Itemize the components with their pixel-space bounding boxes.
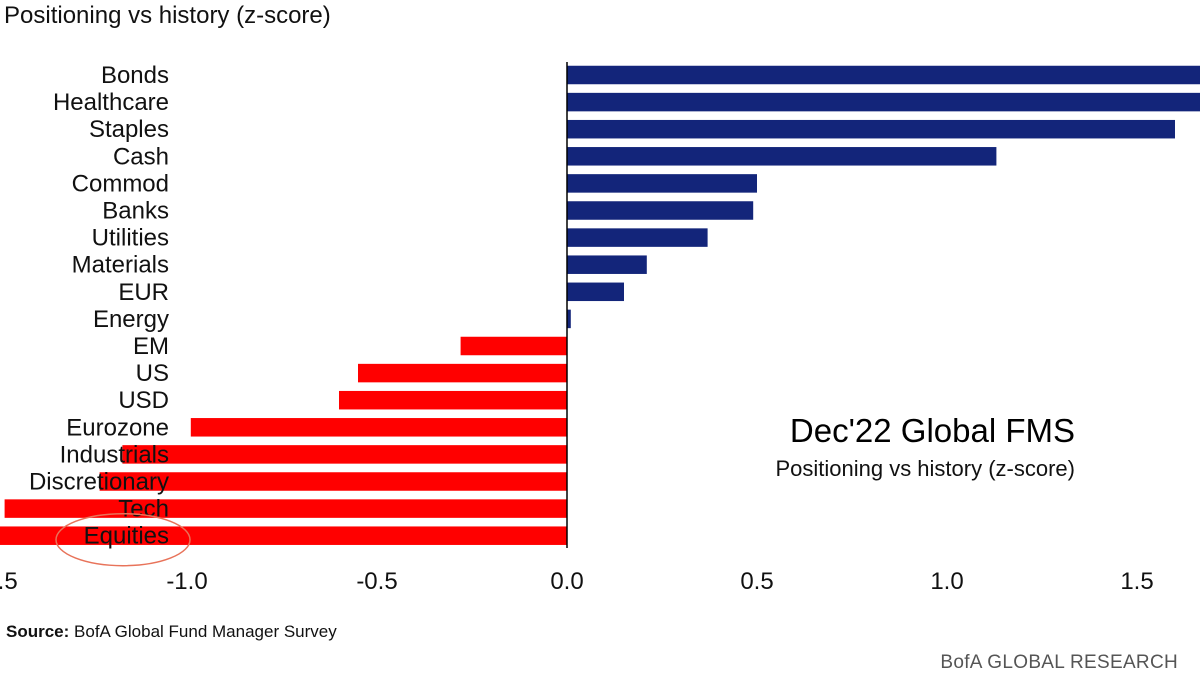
source-note: Source: BofA Global Fund Manager Survey [6, 622, 337, 642]
source-text: BofA Global Fund Manager Survey [74, 622, 337, 641]
category-label-eurozone: Eurozone [66, 414, 169, 441]
bar-materials [567, 255, 647, 274]
bar-cash [567, 147, 997, 166]
bar-equities [0, 526, 568, 545]
category-label-discretionary: Discretionary [29, 469, 169, 496]
bar-banks [567, 201, 754, 220]
annotation-subtitle: Positioning vs history (z-score) [775, 456, 1075, 481]
category-label-staples: Staples [89, 116, 169, 143]
annotation-title: Dec'22 Global FMS [790, 412, 1075, 449]
category-label-materials: Materials [72, 252, 169, 279]
x-tick-label: 0.0 [550, 568, 583, 595]
x-tick-label: 0.5 [740, 568, 773, 595]
bar-eurozone [190, 418, 568, 437]
category-label-em: EM [133, 333, 169, 360]
bar-commod [567, 174, 757, 193]
category-label-industrials: Industrials [60, 441, 169, 468]
category-label-usd: USD [118, 387, 169, 414]
bar-chart: BondsHealthcareStaplesCashCommodBanksUti… [0, 62, 1200, 595]
brand-label: BofA GLOBAL RESEARCH [940, 652, 1178, 673]
category-label-banks: Banks [102, 198, 169, 225]
bar-em [460, 336, 567, 356]
chart-header-title: Positioning vs history (z-score) [4, 2, 331, 29]
bar-staples [567, 119, 1175, 139]
category-label-commod: Commod [72, 170, 169, 197]
bar-us [358, 363, 567, 383]
bar-industrials [122, 445, 568, 464]
source-label: Source: [6, 622, 70, 641]
bar-utilities [567, 228, 708, 247]
x-tick-label: -1.5 [0, 568, 18, 595]
x-tick-label: -0.5 [356, 568, 397, 595]
bar-energy [567, 309, 571, 329]
bar-healthcare [567, 92, 1200, 112]
bar-tech [4, 499, 568, 518]
category-label-equities: Equities [84, 523, 169, 550]
bar-discretionary [99, 472, 567, 491]
category-label-energy: Energy [93, 306, 169, 333]
bars-group [0, 65, 1200, 545]
category-label-bonds: Bonds [101, 62, 169, 89]
category-label-utilities: Utilities [92, 225, 169, 252]
bar-usd [339, 390, 567, 410]
category-label-healthcare: Healthcare [53, 89, 169, 116]
bar-eur [567, 282, 624, 302]
category-label-cash: Cash [113, 143, 169, 170]
x-tick-label: -1.0 [166, 568, 207, 595]
x-tick-label: 1.0 [930, 568, 963, 595]
bar-bonds [567, 65, 1200, 85]
highlight-circle [55, 512, 191, 567]
category-label-us: US [136, 360, 169, 387]
category-label-eur: EUR [118, 279, 169, 306]
category-labels-group: BondsHealthcareStaplesCashCommodBanksUti… [29, 62, 169, 550]
x-tick-label: 1.5 [1120, 568, 1153, 595]
x-axis-ticks-group: -2.0-1.5-1.0-0.50.00.51.01.52.02.53.0 [0, 568, 1154, 595]
